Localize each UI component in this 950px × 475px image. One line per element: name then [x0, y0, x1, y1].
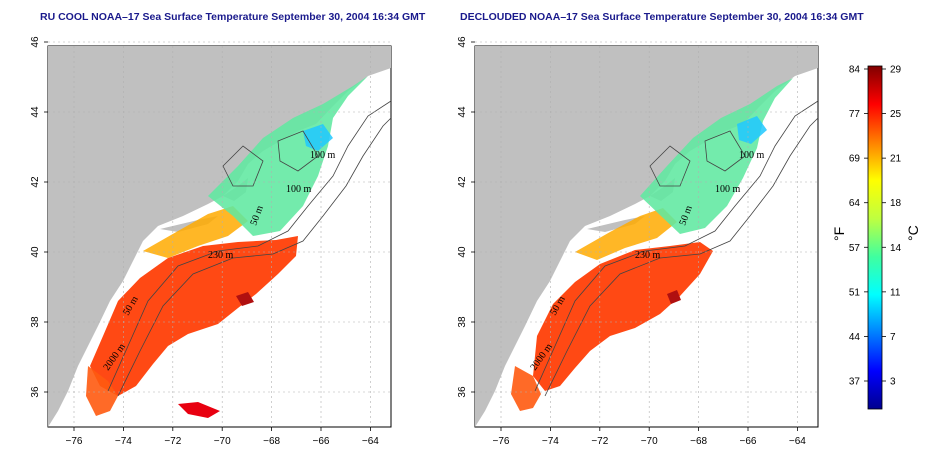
sst-mid-region [575, 208, 677, 260]
land-mainland [48, 46, 391, 427]
y-ticks: 36 38 40 42 44 46 [30, 36, 48, 398]
contour-label: 230 m [635, 250, 661, 261]
map-panel-left: −76 −74 −72 −70 −68 −66 −64 36 38 40 42 44 46 100 m… [30, 36, 392, 447]
x-tick-label: −68 [690, 436, 707, 447]
sst-cool-region [208, 76, 368, 236]
map-panel-right: −76 −74 −72 −70 −68 −66 −64 36 38 40 42 44 46 100 m… [457, 36, 819, 447]
y-tick-label: 36 [457, 386, 468, 398]
x-tick-label: −74 [542, 436, 559, 447]
x-tick-label: −72 [164, 436, 181, 447]
panel-title-right: DECLOUDED NOAA–17 Sea Surface Temperatur… [460, 11, 864, 23]
contour-label: 100 m [715, 184, 741, 195]
x-tick-label: −66 [740, 436, 757, 447]
y-tick-label: 42 [457, 176, 468, 188]
colorbar-c-label: 3 [890, 377, 896, 388]
sst-warm-south [511, 366, 541, 411]
colorbar-unit-f: °F [831, 227, 847, 241]
sst-mid-region [143, 206, 248, 258]
x-tick-label: −68 [263, 436, 280, 447]
sst-hot-spot [667, 290, 681, 304]
y-tick-label: 44 [30, 106, 41, 118]
x-tick-label: −76 [66, 436, 83, 447]
x-tick-label: −66 [313, 436, 330, 447]
sst-warm-south [86, 366, 118, 416]
grid-lines [475, 41, 818, 427]
sst-hot-spot [236, 292, 254, 306]
colorbar-c-label: 21 [890, 154, 902, 165]
colorbar-f-ticks: 84 77 69 64 57 51 44 37 [849, 65, 868, 388]
land-nova-scotia [707, 64, 793, 108]
colorbar-f-label: 64 [849, 198, 861, 209]
bathymetry-contour [534, 100, 819, 392]
land-long-island [587, 216, 645, 232]
colorbar-c-label: 25 [890, 109, 902, 120]
colorbar: 84 77 69 64 57 51 44 37 29 25 21 18 14 11 7 3 °F °C [831, 65, 921, 410]
colorbar-f-label: 37 [849, 377, 861, 388]
land-nova-scotia [280, 64, 366, 108]
y-tick-label: 42 [30, 176, 41, 188]
y-tick-label: 40 [457, 246, 468, 258]
x-tick-label: −74 [115, 436, 132, 447]
x-tick-label: −64 [362, 436, 379, 447]
y-tick-label: 36 [30, 386, 41, 398]
y-tick-label: 46 [30, 36, 41, 48]
y-ticks: 36 38 40 42 44 46 [457, 36, 475, 398]
colorbar-c-label: 18 [890, 198, 902, 209]
contour-label: 100 m [739, 150, 765, 161]
y-tick-label: 40 [30, 246, 41, 258]
colorbar-f-label: 84 [849, 65, 861, 76]
x-tick-label: −76 [493, 436, 510, 447]
grid-lines [48, 41, 391, 427]
colorbar-unit-c: °C [905, 225, 921, 241]
x-tick-label: −70 [641, 436, 658, 447]
colorbar-f-label: 51 [849, 287, 861, 298]
x-tick-label: −70 [214, 436, 231, 447]
contour-label: 230 m [208, 250, 234, 261]
colorbar-c-label: 7 [890, 332, 896, 343]
colorbar-c-label: 14 [890, 243, 902, 254]
panel-title-left: RU COOL NOAA–17 Sea Surface Temperature … [40, 11, 426, 23]
bathymetry-contour [544, 117, 819, 397]
x-ticks: −76 −74 −72 −70 −68 −66 −64 [66, 427, 379, 447]
sst-hot-flecks [178, 402, 220, 418]
sst-cold-patch [737, 116, 767, 144]
bathymetry-contour [649, 145, 691, 187]
y-tick-label: 38 [30, 316, 41, 328]
x-tick-label: −64 [789, 436, 806, 447]
bathymetry-contour [277, 130, 319, 172]
sst-warm-region [533, 242, 713, 391]
bathymetry-contour [222, 145, 264, 187]
colorbar-f-label: 44 [849, 332, 861, 343]
y-tick-label: 46 [457, 36, 468, 48]
contour-label: 100 m [310, 150, 336, 161]
y-tick-label: 38 [457, 316, 468, 328]
bathymetry-contour [704, 130, 746, 172]
x-tick-label: −72 [591, 436, 608, 447]
land-mainland [475, 46, 818, 427]
colorbar-c-label: 29 [890, 65, 902, 76]
colorbar-f-label: 77 [849, 109, 861, 120]
colorbar-f-label: 69 [849, 154, 861, 165]
bathymetry-contour [107, 100, 392, 392]
x-ticks: −76 −74 −72 −70 −68 −66 −64 [493, 427, 806, 447]
colorbar-c-ticks: 29 25 21 18 14 11 7 3 [882, 65, 902, 388]
colorbar-c-label: 11 [890, 287, 901, 298]
sst-warm-region [90, 236, 298, 396]
colorbar-ramp [867, 65, 883, 410]
bathymetry-contour [117, 117, 392, 397]
contour-label: 100 m [286, 184, 312, 195]
colorbar-f-label: 57 [849, 243, 861, 254]
y-tick-label: 44 [457, 106, 468, 118]
